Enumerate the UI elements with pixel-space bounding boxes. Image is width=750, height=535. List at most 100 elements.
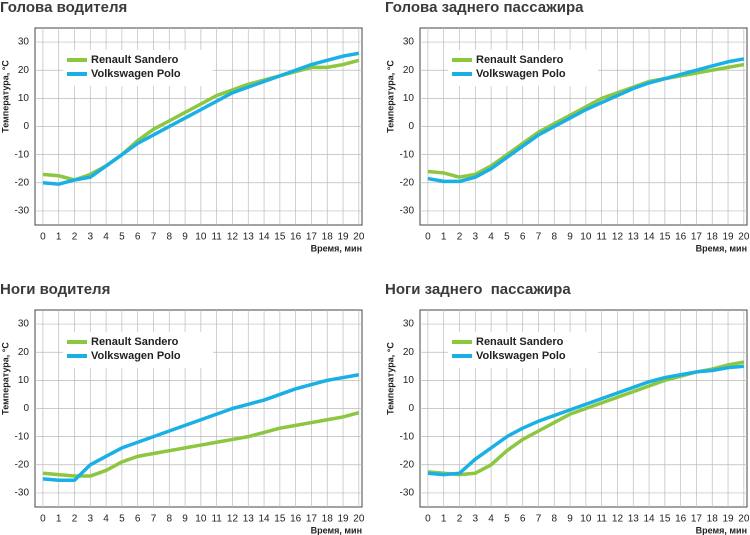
x-tick-label: 0: [425, 232, 431, 243]
legend-label: Volkswagen Polo: [476, 350, 566, 362]
series-line: [427, 57, 745, 184]
x-tick-label: 3: [88, 232, 94, 243]
y-tick-label: 20: [403, 65, 415, 76]
chart-title: Ноги заднего пассажира: [385, 281, 571, 298]
legend-label: Volkswagen Polo: [91, 350, 181, 362]
x-tick-label: 3: [473, 514, 479, 525]
x-tick-label: 10: [195, 514, 207, 525]
x-tick-label: 19: [337, 514, 349, 525]
y-tick-label: -10: [400, 149, 415, 160]
x-tick-label: 1: [441, 232, 447, 243]
x-tick-label: 7: [151, 514, 157, 525]
x-tick-label: 20: [738, 232, 750, 243]
x-tick-label: 10: [195, 232, 207, 243]
series-line: [42, 411, 360, 478]
y-tick-label: -30: [400, 206, 415, 217]
x-tick-label: 11: [211, 232, 222, 243]
x-tick-label: 9: [182, 232, 188, 243]
x-tick-label: 13: [628, 514, 640, 525]
x-tick-label: 18: [322, 514, 334, 525]
chart-title: Голова водителя: [0, 0, 127, 16]
x-tick-label: 20: [738, 514, 750, 525]
y-tick-label: 0: [23, 121, 29, 132]
y-axis-label: Температура, °С: [385, 342, 395, 415]
y-tick-label: -30: [400, 488, 415, 499]
x-tick-label: 14: [643, 232, 655, 243]
y-tick-label: 30: [403, 319, 415, 330]
x-tick-label: 7: [151, 232, 157, 243]
x-tick-label: 1: [56, 232, 62, 243]
x-tick-label: 15: [659, 232, 671, 243]
legend-box: [448, 332, 598, 368]
series-line: [42, 51, 360, 186]
x-tick-label: 12: [227, 514, 239, 525]
x-tick-label: 3: [88, 514, 94, 525]
y-tick-label: 30: [18, 37, 30, 48]
x-axis-label: Время, мин: [696, 525, 747, 535]
y-tick-label: -20: [400, 177, 415, 188]
y-tick-label: -20: [15, 177, 30, 188]
x-tick-label: 12: [227, 232, 239, 243]
x-tick-label: 7: [536, 232, 542, 243]
y-tick-label: 30: [18, 319, 30, 330]
x-tick-label: 17: [306, 232, 318, 243]
x-tick-label: 1: [441, 514, 447, 525]
x-tick-label: 10: [580, 514, 592, 525]
x-tick-label: 2: [72, 232, 78, 243]
x-axis-label: Время, мин: [696, 243, 747, 253]
x-tick-label: 19: [337, 232, 349, 243]
x-tick-label: 2: [457, 232, 463, 243]
x-tick-label: 6: [135, 232, 141, 243]
x-tick-label: 9: [182, 514, 188, 525]
x-tick-label: 6: [135, 514, 141, 525]
legend-label: Renault Sandero: [91, 54, 179, 66]
x-tick-label: 16: [675, 232, 687, 243]
x-tick-label: 13: [628, 232, 640, 243]
y-tick-label: -30: [15, 488, 30, 499]
x-tick-label: 2: [72, 514, 78, 525]
y-tick-label: -10: [400, 431, 415, 442]
y-axis-label: Температура, °С: [0, 342, 10, 415]
series-line: [42, 373, 360, 483]
x-tick-label: 14: [258, 232, 270, 243]
series-line: [427, 62, 745, 179]
x-tick-label: 11: [596, 232, 607, 243]
y-tick-label: 30: [403, 37, 415, 48]
x-tick-label: 6: [520, 514, 526, 525]
x-tick-label: 9: [567, 232, 573, 243]
x-tick-label: 17: [306, 514, 318, 525]
legend-label: Renault Sandero: [476, 54, 564, 66]
x-tick-label: 4: [488, 514, 494, 525]
y-tick-label: 10: [403, 93, 415, 104]
x-tick-label: 16: [675, 514, 687, 525]
x-tick-label: 13: [243, 514, 255, 525]
x-tick-label: 8: [551, 514, 557, 525]
legend-label: Renault Sandero: [476, 336, 564, 348]
x-tick-label: 18: [322, 232, 334, 243]
series-line: [427, 364, 744, 477]
x-tick-label: 1: [56, 514, 62, 525]
x-tick-label: 5: [504, 514, 510, 525]
x-tick-label: 19: [722, 514, 734, 525]
y-tick-label: -10: [15, 431, 30, 442]
x-tick-label: 6: [520, 232, 526, 243]
y-tick-label: -10: [15, 149, 30, 160]
x-tick-label: 17: [691, 232, 703, 243]
x-tick-label: 0: [40, 514, 46, 525]
x-tick-label: 11: [596, 514, 607, 525]
x-tick-label: 8: [551, 232, 557, 243]
x-tick-label: 4: [103, 232, 109, 243]
y-tick-label: 10: [403, 375, 415, 386]
x-tick-label: 2: [457, 514, 463, 525]
x-tick-label: 5: [119, 232, 125, 243]
legend-box: [63, 332, 213, 368]
x-tick-label: 15: [659, 514, 671, 525]
legend-label: Volkswagen Polo: [91, 68, 181, 80]
y-tick-label: -20: [400, 459, 415, 470]
x-tick-label: 14: [258, 514, 270, 525]
